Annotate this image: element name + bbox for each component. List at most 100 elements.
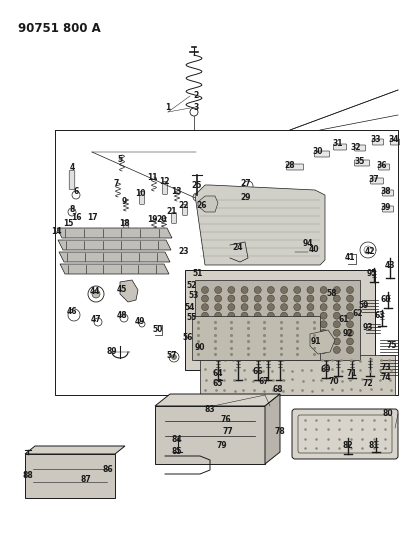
- Circle shape: [241, 329, 247, 336]
- Circle shape: [198, 351, 205, 357]
- Circle shape: [214, 321, 221, 328]
- Text: 66: 66: [252, 367, 263, 376]
- Circle shape: [267, 321, 274, 328]
- Circle shape: [171, 354, 176, 359]
- Text: 31: 31: [332, 140, 342, 149]
- FancyBboxPatch shape: [140, 192, 144, 204]
- Text: 11: 11: [146, 174, 157, 182]
- Text: 10: 10: [134, 190, 145, 198]
- Circle shape: [319, 304, 326, 311]
- Circle shape: [201, 346, 208, 353]
- Circle shape: [332, 295, 340, 302]
- Text: 69: 69: [320, 366, 330, 375]
- Bar: [25, 454, 115, 498]
- Circle shape: [332, 321, 340, 328]
- Text: 17: 17: [87, 214, 97, 222]
- Bar: [192, 316, 319, 360]
- Text: 19: 19: [146, 215, 157, 224]
- Text: 58: 58: [326, 289, 336, 298]
- Bar: [194, 280, 359, 360]
- FancyBboxPatch shape: [123, 221, 128, 235]
- Circle shape: [227, 312, 234, 319]
- Circle shape: [201, 321, 208, 328]
- Text: 7: 7: [113, 180, 118, 189]
- Text: 44: 44: [89, 287, 100, 296]
- Text: 6: 6: [73, 188, 79, 197]
- Circle shape: [94, 318, 102, 326]
- Text: 73: 73: [380, 364, 390, 373]
- Text: 77: 77: [222, 427, 233, 437]
- Text: 57: 57: [166, 351, 177, 360]
- Circle shape: [139, 321, 145, 327]
- Circle shape: [319, 287, 326, 294]
- Text: 89: 89: [106, 348, 117, 357]
- Circle shape: [68, 309, 80, 321]
- Text: 20: 20: [156, 215, 167, 224]
- Text: 54: 54: [184, 303, 195, 312]
- Text: 67: 67: [258, 377, 269, 386]
- Bar: [200, 355, 394, 395]
- Text: 56: 56: [182, 334, 193, 343]
- FancyBboxPatch shape: [370, 178, 383, 184]
- Text: 53: 53: [188, 292, 198, 301]
- Polygon shape: [57, 228, 172, 238]
- Circle shape: [214, 346, 221, 353]
- Text: 83: 83: [204, 406, 215, 415]
- Text: 60: 60: [380, 295, 390, 304]
- Circle shape: [253, 312, 261, 319]
- Text: 88: 88: [22, 472, 33, 481]
- Circle shape: [332, 312, 340, 319]
- FancyBboxPatch shape: [354, 145, 365, 151]
- Circle shape: [306, 346, 313, 353]
- Text: 1: 1: [165, 103, 170, 112]
- Circle shape: [227, 338, 234, 345]
- Polygon shape: [60, 264, 168, 274]
- Text: 81: 81: [368, 441, 379, 450]
- Circle shape: [319, 312, 326, 319]
- Text: 79: 79: [216, 441, 227, 450]
- Polygon shape: [198, 196, 217, 212]
- Text: 65: 65: [212, 379, 223, 389]
- Text: 50: 50: [152, 326, 163, 335]
- Text: 13: 13: [170, 188, 181, 197]
- Circle shape: [190, 108, 198, 116]
- Circle shape: [346, 304, 352, 311]
- Circle shape: [280, 295, 287, 302]
- Circle shape: [293, 295, 300, 302]
- Text: 39: 39: [380, 204, 390, 213]
- Circle shape: [241, 338, 247, 345]
- Circle shape: [253, 338, 261, 345]
- Text: 16: 16: [71, 214, 81, 222]
- Circle shape: [346, 312, 352, 319]
- Circle shape: [346, 338, 352, 345]
- Circle shape: [280, 312, 287, 319]
- Circle shape: [303, 248, 311, 256]
- Circle shape: [214, 329, 221, 336]
- Circle shape: [346, 329, 352, 336]
- Text: 82: 82: [342, 441, 352, 450]
- Circle shape: [227, 346, 234, 353]
- Text: 48: 48: [116, 311, 127, 320]
- Text: 28: 28: [284, 161, 295, 171]
- Circle shape: [339, 318, 347, 326]
- FancyBboxPatch shape: [381, 206, 393, 212]
- Text: 29: 29: [240, 193, 251, 203]
- Text: 74: 74: [380, 374, 390, 383]
- Text: 12: 12: [158, 177, 169, 187]
- Text: 51: 51: [192, 270, 203, 279]
- Text: 38: 38: [380, 188, 390, 197]
- Circle shape: [267, 338, 274, 345]
- Text: 62: 62: [352, 310, 363, 319]
- Circle shape: [280, 287, 287, 294]
- Circle shape: [280, 338, 287, 345]
- Text: 92: 92: [342, 329, 352, 338]
- Text: 78: 78: [274, 427, 285, 437]
- Circle shape: [241, 304, 247, 311]
- Text: 49: 49: [134, 318, 145, 327]
- Text: 75: 75: [386, 342, 396, 351]
- Text: 14: 14: [51, 228, 61, 237]
- FancyBboxPatch shape: [162, 182, 167, 195]
- Circle shape: [319, 346, 326, 353]
- Circle shape: [267, 346, 274, 353]
- Circle shape: [355, 312, 363, 320]
